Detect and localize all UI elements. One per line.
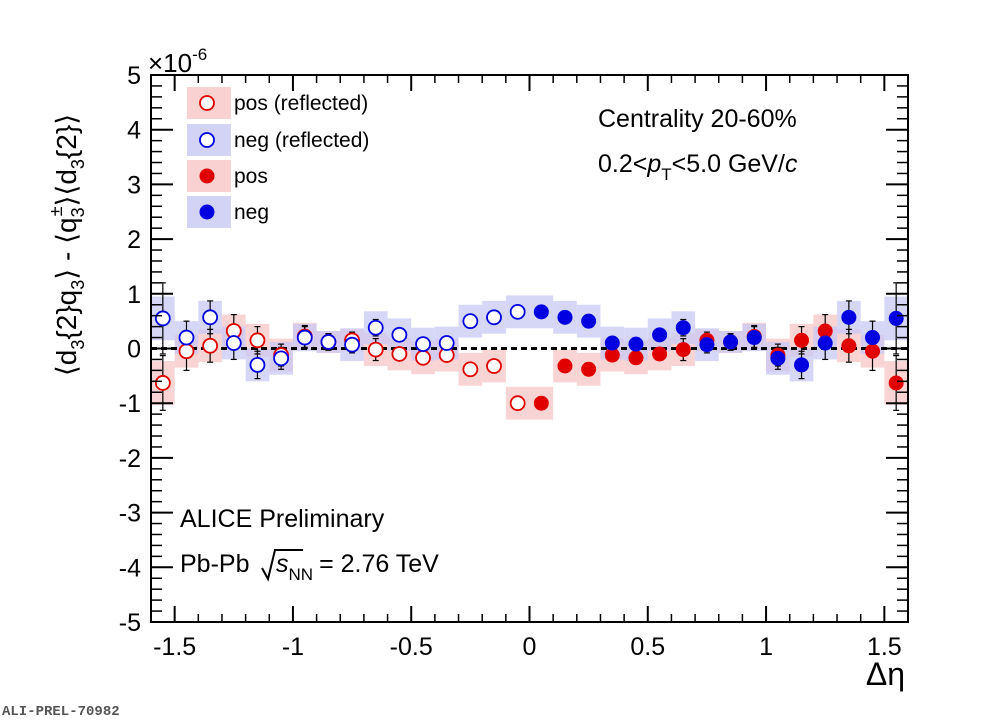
sqrt-sign bbox=[261, 549, 303, 582]
data-point-open bbox=[486, 358, 502, 374]
x-axis-label: Δη bbox=[866, 656, 905, 692]
y-tick-label: 1 bbox=[127, 281, 141, 309]
data-point-filled bbox=[533, 304, 549, 320]
data-point-open bbox=[225, 335, 242, 351]
data-point-filled bbox=[723, 334, 739, 350]
data-point-open bbox=[486, 309, 502, 326]
data-point-open bbox=[320, 334, 337, 350]
systematic-bands bbox=[151, 295, 908, 420]
y-tick-label: 2 bbox=[127, 226, 141, 254]
data-point-filled bbox=[817, 335, 833, 351]
data-point-open bbox=[462, 361, 479, 378]
data-point-filled bbox=[794, 332, 810, 348]
legend: pos (reflected) neg (reflected) pos neg bbox=[187, 87, 369, 228]
data-markers bbox=[154, 303, 904, 412]
data-point-filled bbox=[675, 342, 691, 358]
data-point-open bbox=[344, 336, 360, 353]
legend-label: neg (reflected) bbox=[234, 129, 369, 152]
data-point-open bbox=[249, 332, 266, 349]
data-point-open bbox=[154, 375, 171, 391]
y-tick-label: 0 bbox=[127, 336, 141, 364]
data-point-filled bbox=[533, 395, 549, 411]
data-point-filled bbox=[841, 338, 857, 354]
data-point-open bbox=[178, 343, 195, 360]
legend-marker-open bbox=[199, 95, 215, 111]
data-point-filled bbox=[794, 357, 810, 373]
data-point-filled bbox=[557, 309, 573, 325]
centrality-label: Centrality 20-60% bbox=[598, 105, 797, 133]
data-point-filled bbox=[841, 309, 857, 325]
data-point-filled bbox=[699, 337, 715, 353]
y-tick-label: -2 bbox=[119, 445, 141, 473]
data-point-filled bbox=[770, 350, 786, 366]
data-point-filled bbox=[865, 343, 881, 359]
data-point-filled bbox=[557, 358, 573, 374]
data-point-open bbox=[367, 341, 384, 358]
legend-label: pos bbox=[234, 165, 268, 188]
data-point-filled bbox=[652, 346, 668, 362]
y-tick-label: 3 bbox=[127, 171, 141, 199]
data-point-open bbox=[415, 349, 431, 366]
y-tick-label: -3 bbox=[119, 500, 141, 528]
legend-label: neg bbox=[234, 201, 269, 224]
data-point-filled bbox=[581, 361, 597, 377]
data-point-filled bbox=[888, 375, 904, 391]
data-point-open bbox=[249, 357, 266, 373]
x-tick-label: 1 bbox=[759, 633, 773, 661]
data-point-open bbox=[509, 303, 526, 320]
axis-tick-labels: -1.5 -1 -0.5 0 0.5 1 1.5 -5 -4 -3 -2 -1 0 1 2 3 4 5 bbox=[119, 62, 902, 661]
data-point-filled bbox=[888, 310, 904, 326]
y-tick-label: -4 bbox=[119, 554, 141, 582]
collision-system-label: Pb-Pb bbox=[180, 550, 249, 578]
x-tick-label: 1.5 bbox=[867, 633, 902, 661]
data-point-filled bbox=[604, 347, 620, 363]
data-point-filled bbox=[746, 330, 762, 346]
data-point-filled bbox=[675, 320, 691, 336]
y-multiplier: ×10-6 bbox=[148, 45, 207, 78]
watermark-id: ALI-PREL-70982 bbox=[2, 704, 120, 720]
pt-range-label: 0.2<pT<5.0 GeV/c bbox=[598, 150, 798, 184]
data-point-open bbox=[391, 326, 408, 343]
x-tick-label: 0 bbox=[523, 633, 537, 661]
data-point-open bbox=[509, 395, 526, 412]
data-point-open bbox=[438, 335, 455, 351]
data-point-open bbox=[415, 336, 431, 353]
x-tick-label: -1 bbox=[282, 633, 304, 661]
y-tick-label: -5 bbox=[119, 609, 141, 637]
data-point-filled bbox=[817, 323, 833, 339]
x-tick-label: -1.5 bbox=[153, 633, 196, 661]
y-tick-label: 5 bbox=[127, 62, 141, 90]
chart-canvas: -1.5 -1 -0.5 0 0.5 1 1.5 -5 -4 -3 -2 -1 0 1 2 3 4 5 ×10-6… bbox=[46, 45, 909, 692]
y-tick-label: -1 bbox=[119, 390, 141, 418]
axis-ticks bbox=[150, 74, 909, 623]
data-point-filled bbox=[652, 327, 668, 343]
energy-label: sNN = 2.76 TeV bbox=[276, 550, 439, 584]
data-point-open bbox=[391, 346, 408, 362]
data-point-filled bbox=[604, 335, 620, 351]
data-point-filled bbox=[628, 336, 644, 352]
x-tick-label: -0.5 bbox=[390, 633, 433, 661]
legend-label: pos (reflected) bbox=[234, 92, 368, 115]
data-point-open bbox=[273, 350, 290, 367]
data-point-open bbox=[462, 313, 479, 330]
data-point-open bbox=[202, 309, 219, 326]
x-tick-label: 0.5 bbox=[630, 633, 665, 661]
data-point-filled bbox=[581, 313, 597, 329]
data-point-filled bbox=[628, 350, 644, 366]
alice-preliminary-label: ALICE Preliminary bbox=[180, 505, 385, 533]
data-point-open bbox=[178, 329, 195, 346]
legend-marker-filled bbox=[199, 168, 215, 184]
y-axis-label: ⟨d3{2}q3⟩ - ⟨q3±⟩⟨d3{2}⟩ bbox=[46, 114, 88, 376]
y-tick-label: 4 bbox=[127, 117, 141, 145]
legend-marker-open bbox=[199, 132, 215, 148]
data-point-open bbox=[296, 329, 313, 346]
data-point-open bbox=[202, 337, 219, 354]
data-point-filled bbox=[865, 330, 881, 346]
data-point-open bbox=[367, 319, 384, 336]
legend-marker-filled bbox=[199, 204, 215, 220]
data-point-open bbox=[154, 310, 171, 327]
